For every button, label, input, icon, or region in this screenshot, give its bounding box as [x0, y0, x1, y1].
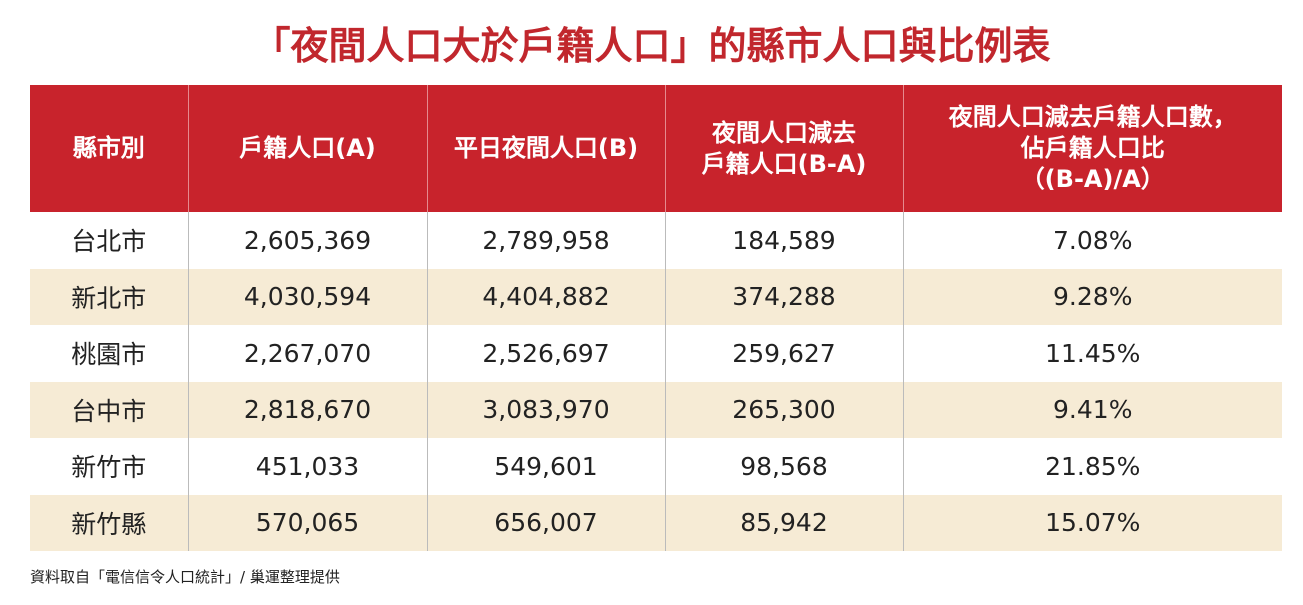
data-cell: 2,526,697 [426, 325, 665, 382]
header-line: 戶籍人口(B-A) [701, 149, 867, 178]
data-cell: 2,818,670 [187, 381, 427, 438]
header-line: 戶籍人口(A) [239, 134, 376, 162]
data-cell: 2,267,070 [187, 325, 427, 382]
header-cell: 平日夜間人口(B) [426, 85, 665, 212]
data-cell: 85,942 [664, 494, 903, 551]
data-cell: 184,589 [664, 212, 903, 269]
data-cell: 11.45% [902, 325, 1282, 382]
data-cell: 2,789,958 [426, 212, 665, 269]
header-line: 夜間人口減去戶籍人口數， [948, 103, 1237, 131]
table-body: 台北市 2,605,369 2,789,958 184,589 7.08% 新北市 4,03… [30, 212, 1282, 551]
data-cell: 259,627 [664, 325, 903, 382]
city-cell: 新北市 [30, 268, 188, 325]
header-row: 縣市別 戶籍人口(A) 平日夜間人口(B) 夜間人口減去 戶籍人口(B-A) 夜間人口減去… [30, 85, 1282, 212]
header-line: 佔戶籍人口比 [1020, 134, 1165, 162]
header-cell: 縣市別 [30, 85, 188, 212]
data-cell: 265,300 [664, 381, 903, 438]
title: 「夜間人口大於戶籍人口」的縣市人口與比例表 [252, 23, 1051, 68]
header-line: （(B-A)/A） [1020, 165, 1165, 193]
table-row: 台中市 2,818,670 3,083,970 265,300 9.41% [30, 381, 1282, 438]
table-header: 縣市別 戶籍人口(A) 平日夜間人口(B) 夜間人口減去 戶籍人口(B-A) 夜間人口減去… [30, 85, 1282, 212]
data-cell: 2,605,369 [187, 212, 427, 269]
data-cell: 549,601 [426, 438, 665, 495]
data-cell: 570,065 [187, 494, 427, 551]
table-row: 新北市 4,030,594 4,404,882 374,288 9.28% [30, 268, 1282, 325]
data-cell: 98,568 [664, 438, 903, 495]
header-cell: 戶籍人口(A) [187, 85, 427, 212]
city-cell: 新竹市 [71, 453, 147, 483]
data-cell: 9.28% [902, 268, 1282, 325]
data-cell: 7.08% [902, 212, 1282, 269]
data-cell: 451,033 [187, 438, 427, 495]
table-row: 新竹縣 570,065 656,007 85,942 15.07% [30, 494, 1282, 551]
header-cell: 夜間人口減去 戶籍人口(B-A) [664, 85, 903, 212]
city-cell: 桃園市 [71, 340, 147, 370]
table-row: 台北市 2,605,369 2,789,958 184,589 7.08% [30, 212, 1282, 269]
data-cell: 21.85% [902, 438, 1282, 495]
data-cell: 3,083,970 [426, 381, 665, 438]
data-cell: 15.07% [902, 494, 1282, 551]
city-cell: 台北市 [71, 227, 147, 257]
data-cell: 4,404,882 [426, 268, 665, 325]
table-row: 新竹市 451,033 549,601 98,568 21.85% [30, 438, 1282, 495]
header-line: 縣市別 [72, 134, 145, 162]
data-cell: 656,007 [426, 494, 665, 551]
data-cell: 374,288 [664, 268, 903, 325]
city-cell: 台中市 [30, 381, 188, 438]
population-table: 縣市別 戶籍人口(A) 平日夜間人口(B) 夜間人口減去 戶籍人口(B-A) 夜間人口減去… [30, 85, 1282, 551]
header-cell: 夜間人口減去戶籍人口數， 佔戶籍人口比 （(B-A)/A） [902, 85, 1282, 212]
source-note: 資料取自「電信信令人口統計」/ 巢運整理提供 [30, 568, 340, 586]
header-line: 夜間人口減去 [712, 118, 856, 147]
city-cell: 新竹縣 [30, 494, 188, 551]
data-cell: 9.41% [902, 381, 1282, 438]
header-line: 平日夜間人口(B) [453, 134, 639, 162]
table-row: 桃園市 2,267,070 2,526,697 259,627 11.45% [30, 325, 1282, 382]
data-cell: 4,030,594 [187, 268, 427, 325]
